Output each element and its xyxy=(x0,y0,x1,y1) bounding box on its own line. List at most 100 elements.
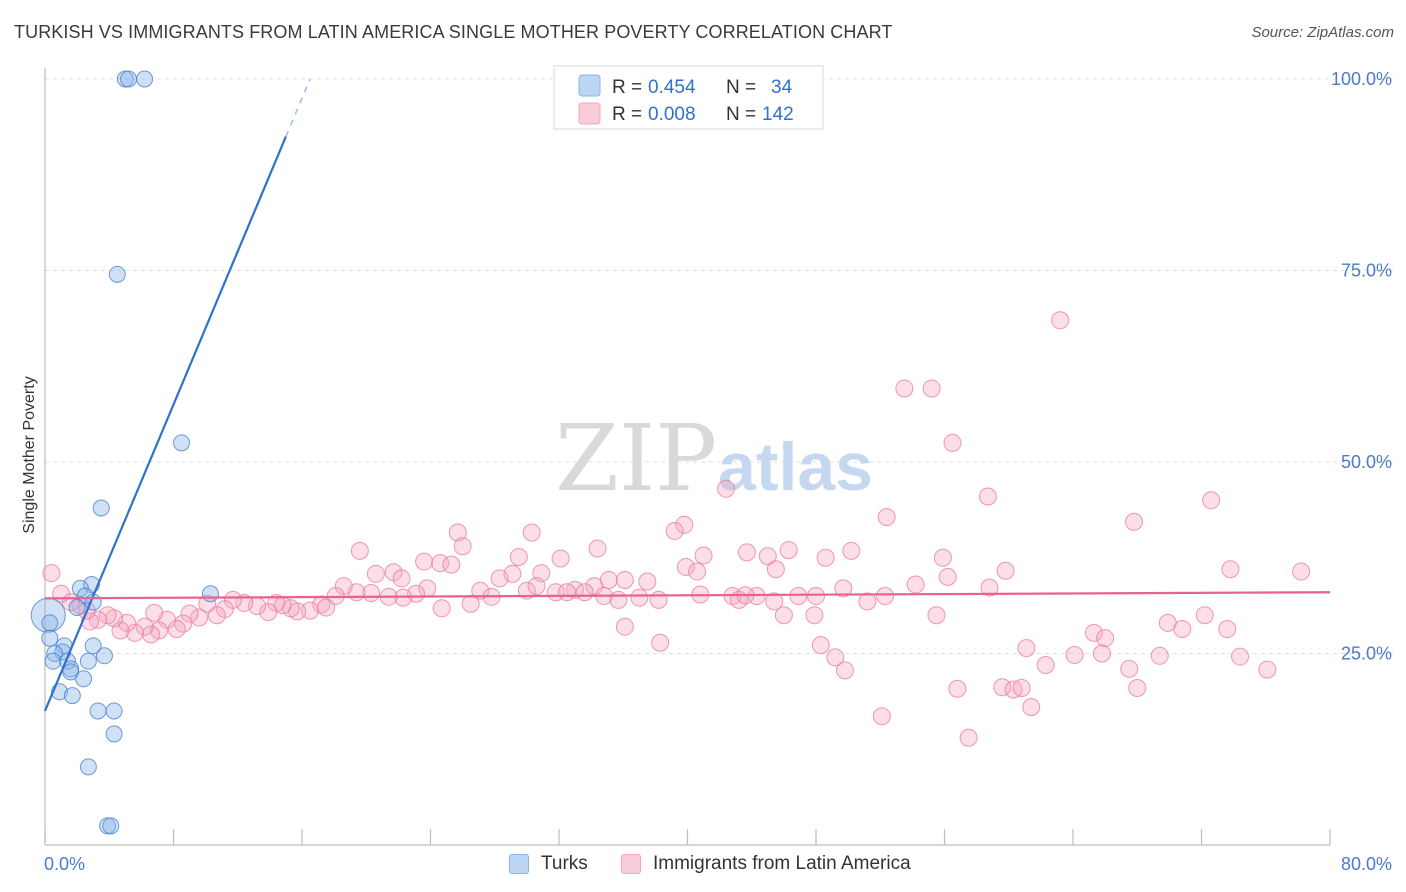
latam-point xyxy=(834,579,853,598)
latam-point xyxy=(978,487,997,506)
latam-point xyxy=(432,599,451,618)
latam-point xyxy=(142,625,161,644)
legend-label-turks: Turks xyxy=(541,853,588,874)
latam-point xyxy=(415,552,434,571)
gridlines xyxy=(45,78,1395,654)
latam-point xyxy=(1258,660,1277,679)
latam-point xyxy=(509,547,528,566)
latam-point xyxy=(774,606,793,625)
turks-point xyxy=(63,687,81,705)
latam-point xyxy=(676,557,695,576)
latam-point xyxy=(906,575,925,594)
latam-point xyxy=(609,590,628,609)
legend-r-label-turks: R = xyxy=(612,77,642,98)
turks-point xyxy=(102,817,120,835)
latam-point xyxy=(207,606,226,625)
watermark-zip: ZIP xyxy=(555,405,717,512)
latam-point xyxy=(527,577,546,596)
legend-label-latam: Immigrants from Latin America xyxy=(653,853,911,874)
turks-point xyxy=(120,70,138,88)
legend-swatch-turks xyxy=(578,74,601,97)
top-legend: R = 0.454 N = 34 R = 0.008 N = 142 xyxy=(553,65,824,130)
latam-point xyxy=(558,583,577,602)
y-tick-label: 100.0% xyxy=(1331,69,1392,89)
turks-point xyxy=(41,629,59,647)
series-turks-points xyxy=(30,70,219,835)
turks-point xyxy=(108,265,126,283)
latam-point xyxy=(471,581,490,600)
turks-trendline-extension xyxy=(285,78,311,137)
latam-point xyxy=(259,603,278,622)
watermark: ZIP atlas xyxy=(555,405,873,512)
latam-point xyxy=(675,515,694,534)
latam-point xyxy=(1125,512,1144,531)
turks-point xyxy=(136,70,154,88)
latam-point xyxy=(765,592,784,611)
latam-point xyxy=(1202,491,1221,510)
turks-point xyxy=(41,614,59,632)
turks-point xyxy=(68,599,86,617)
latam-point xyxy=(1092,644,1111,663)
latam-point xyxy=(980,578,999,597)
latam-point xyxy=(766,560,785,579)
legend-item-turks: Turks xyxy=(509,853,588,875)
latam-point xyxy=(933,548,952,567)
latam-point xyxy=(135,617,154,636)
latam-trendline xyxy=(44,591,1331,600)
latam-point xyxy=(826,648,845,667)
latam-point xyxy=(993,678,1012,697)
legend-swatch-turks-bottom xyxy=(509,854,529,874)
legend-r-value-turks: 0.454 xyxy=(648,77,696,98)
latam-point xyxy=(807,587,825,606)
latam-point xyxy=(694,546,713,565)
latam-point xyxy=(615,570,634,589)
latam-point xyxy=(522,523,541,542)
latam-point xyxy=(448,523,467,542)
latam-point xyxy=(737,543,756,562)
turks-point xyxy=(95,647,113,665)
latam-point xyxy=(948,679,967,698)
latam-point xyxy=(816,548,835,567)
latam-point xyxy=(842,541,861,560)
latam-point xyxy=(42,564,61,583)
latam-point xyxy=(717,479,736,498)
latam-point xyxy=(1036,655,1055,674)
latam-point xyxy=(180,604,199,623)
latam-point xyxy=(1051,311,1070,330)
turks-point xyxy=(89,702,107,720)
turks-point xyxy=(173,434,191,452)
latam-point xyxy=(588,539,607,558)
latam-point xyxy=(1128,678,1147,697)
trendlines xyxy=(43,78,1331,712)
latam-point xyxy=(366,564,385,583)
latam-point xyxy=(167,619,186,638)
latam-point xyxy=(1218,619,1237,638)
latam-point xyxy=(811,636,830,655)
series-latam-points xyxy=(42,311,1311,747)
watermark-atlas: atlas xyxy=(718,429,873,505)
latam-point xyxy=(1084,623,1103,642)
latam-point xyxy=(688,562,707,581)
legend-n-value-latam: 142 xyxy=(762,104,794,125)
y-tick-label: 50.0% xyxy=(1341,452,1392,472)
latam-point xyxy=(235,593,254,612)
latam-point xyxy=(599,570,618,589)
latam-point xyxy=(1231,647,1250,666)
latam-point xyxy=(1195,606,1214,625)
latam-point xyxy=(1150,646,1169,665)
legend-swatch-latam xyxy=(578,102,601,125)
legend-n-label-turks: N = xyxy=(726,77,756,98)
latam-point xyxy=(190,608,209,627)
latam-point xyxy=(835,661,854,680)
turks-point xyxy=(105,702,123,720)
legend-r-label-latam: R = xyxy=(612,104,642,125)
latam-point xyxy=(927,606,946,625)
latam-point xyxy=(872,707,891,726)
latam-point xyxy=(651,633,670,652)
latam-point xyxy=(638,572,657,591)
turks-point xyxy=(79,652,97,670)
latam-point xyxy=(789,587,808,606)
y-tick-label: 25.0% xyxy=(1341,644,1392,664)
latam-point xyxy=(922,379,941,398)
